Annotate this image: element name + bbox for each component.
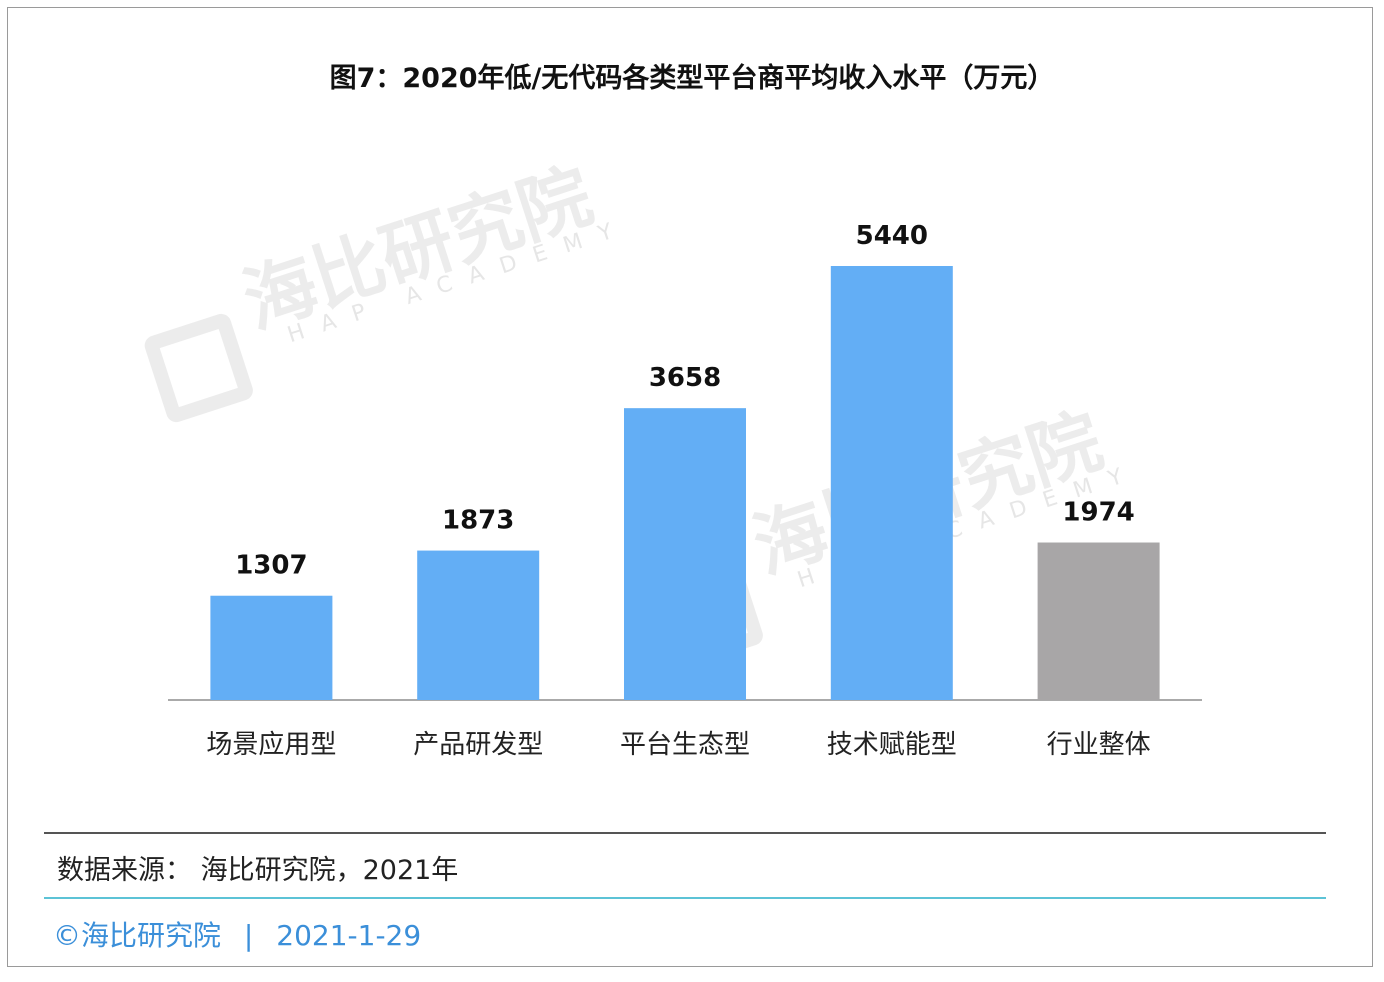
category-label-2: 产品研发型 xyxy=(413,730,543,760)
footer: ©海比研究院 | 2021-1-29 xyxy=(53,914,421,954)
bar-4 xyxy=(830,266,953,700)
footer-divider xyxy=(44,897,1326,899)
category-label-5: 行业整体 xyxy=(1047,730,1151,760)
data-label-5: 1974 xyxy=(1062,498,1134,528)
data-source-note: 数据来源： 海比研究院，2021年 xyxy=(57,855,459,886)
category-label-1: 场景应用型 xyxy=(206,730,336,760)
bar-1 xyxy=(210,595,333,700)
category-label-4: 技术赋能型 xyxy=(827,730,957,760)
data-label-4: 5440 xyxy=(856,221,928,251)
data-label-3: 3658 xyxy=(649,363,721,393)
footer-date: 2021-1-29 xyxy=(276,919,422,952)
chart-title: 图7：2020年低/无代码各类型平台商平均收入水平（万元） xyxy=(329,63,1055,94)
category-label-3: 平台生态型 xyxy=(620,730,750,760)
source-divider xyxy=(44,832,1326,834)
data-label-2: 1873 xyxy=(442,506,514,536)
bar-3 xyxy=(624,408,746,700)
footer-separator: | xyxy=(243,919,254,952)
data-label-1: 1307 xyxy=(235,551,307,581)
footer-org: ©海比研究院 xyxy=(53,919,222,952)
bar-2 xyxy=(417,550,540,700)
bar-5 xyxy=(1037,542,1160,700)
